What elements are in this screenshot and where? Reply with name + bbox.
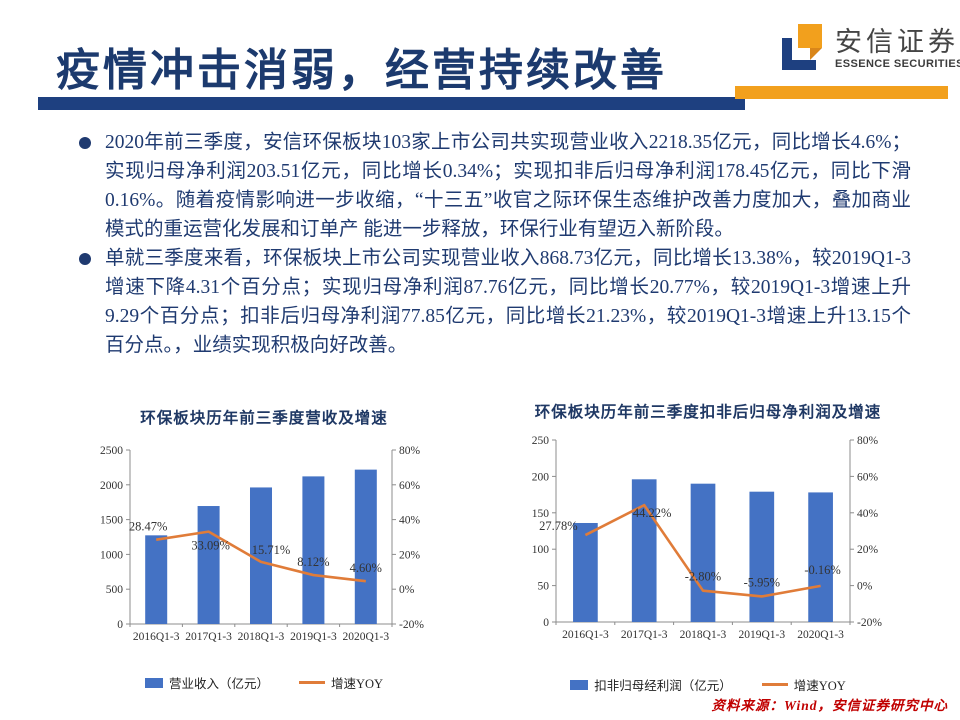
legend-line-label: 增速YOY (330, 677, 384, 691)
svg-text:8.12%: 8.12% (297, 555, 329, 569)
source-note: 资料来源：Wind，安信证券研究中心 (711, 698, 948, 713)
svg-text:2017Q1-3: 2017Q1-3 (621, 629, 668, 641)
legend-bar-item: 营业收入（亿元） (144, 673, 269, 692)
legend-line-label: 增速YOY (793, 679, 846, 693)
svg-text:40%: 40% (857, 508, 879, 520)
svg-text:60%: 60% (857, 471, 879, 483)
logo-cn-text: 安信证券 (835, 26, 959, 57)
svg-text:4.60%: 4.60% (350, 561, 382, 575)
svg-text:2016Q1-3: 2016Q1-3 (562, 629, 609, 641)
svg-text:-0.16%: -0.16% (804, 563, 840, 577)
svg-text:2019Q1-3: 2019Q1-3 (290, 631, 337, 643)
svg-text:2018Q1-3: 2018Q1-3 (680, 629, 727, 641)
bullet-list: 2020年前三季度，安信环保板块103家上市公司共实现营业收入2218.35亿元… (79, 128, 911, 360)
svg-text:200: 200 (532, 471, 550, 483)
legend-line-swatch (761, 683, 788, 686)
svg-text:28.47%: 28.47% (129, 520, 168, 534)
svg-text:0: 0 (543, 617, 549, 629)
svg-text:40%: 40% (399, 515, 421, 527)
bullet-item: 单就三季度来看，环保板块上市公司实现营业收入868.73亿元，同比增长13.38… (79, 244, 911, 360)
svg-text:2019Q1-3: 2019Q1-3 (738, 629, 785, 641)
svg-text:80%: 80% (399, 445, 421, 457)
svg-text:-20%: -20% (857, 617, 882, 629)
svg-text:-5.95%: -5.95% (744, 575, 780, 589)
svg-text:250: 250 (532, 435, 550, 447)
svg-text:2016Q1-3: 2016Q1-3 (133, 631, 180, 643)
chart-canvas: 0 50 100 150 200 250 -20% 0% 20% 40% 60% 80% 2016Q1-… (532, 435, 883, 641)
svg-text:2020Q1-3: 2020Q1-3 (797, 629, 844, 641)
svg-text:15.71%: 15.71% (252, 543, 291, 557)
svg-text:2018Q1-3: 2018Q1-3 (238, 631, 285, 643)
chart-title: 环保板块历年前三季度扣非后归母净利润及增速 (534, 404, 882, 421)
chart-legend: 扣非归母经利润（亿元） 增速YOY (508, 675, 908, 694)
legend-line-item: 增速YOY (761, 675, 846, 694)
svg-text:150: 150 (532, 508, 550, 520)
legend-bar-item: 扣非归母经利润（亿元） (570, 675, 732, 694)
title-underline-bar (38, 97, 745, 110)
svg-text:1000: 1000 (100, 549, 123, 561)
logo-en-text: ESSENCE SECURITIES (835, 57, 960, 70)
svg-text:0%: 0% (857, 581, 873, 593)
bullet-item: 2020年前三季度，安信环保板块103家上市公司共实现营业收入2218.35亿元… (79, 128, 911, 244)
logo: 安信证券 ESSENCE SECURITIES (776, 22, 960, 76)
revenue-chart: 环保板块历年前三季度营收及增速 0 500 1000 1500 2000 2500 -20%… (84, 406, 444, 692)
svg-text:20%: 20% (857, 544, 879, 556)
bullet-dot-icon (79, 137, 91, 149)
svg-text:-20%: -20% (399, 619, 424, 631)
legend-bar-swatch (144, 677, 163, 688)
svg-text:-2.80%: -2.80% (685, 570, 721, 584)
chart-legend: 营业收入（亿元） 增速YOY (84, 673, 444, 692)
legend-bar-swatch (570, 679, 589, 690)
svg-text:2020Q1-3: 2020Q1-3 (342, 631, 389, 643)
logo-mark-icon (782, 24, 822, 70)
legend-line-item: 增速YOY (298, 673, 384, 692)
bullet-dot-icon (79, 253, 91, 265)
legend-bar-label: 扣非归母经利润（亿元） (594, 679, 732, 693)
svg-text:27.78%: 27.78% (539, 519, 578, 533)
svg-text:2017Q1-3: 2017Q1-3 (185, 631, 232, 643)
svg-text:0: 0 (117, 619, 123, 631)
svg-text:60%: 60% (399, 480, 421, 492)
logo-underline-bar (735, 86, 948, 99)
svg-text:1500: 1500 (100, 515, 123, 527)
chart-title: 环保板块历年前三季度营收及增速 (140, 410, 388, 427)
legend-line-swatch (298, 681, 325, 684)
svg-text:500: 500 (106, 584, 124, 596)
page-title: 疫情冲击消弱，经营持续改善 (56, 46, 667, 95)
svg-text:80%: 80% (857, 435, 879, 447)
profit-chart: 环保板块历年前三季度扣非后归母净利润及增速 0 50 100 150 200 250 -20… (508, 400, 908, 694)
logo-text: 安信证券 ESSENCE SECURITIES (835, 26, 960, 71)
svg-text:44.22%: 44.22% (633, 506, 672, 520)
bullet-text: 单就三季度来看，环保板块上市公司实现营业收入868.73亿元，同比增长13.38… (105, 248, 911, 356)
svg-text:2000: 2000 (100, 480, 123, 492)
svg-text:50: 50 (538, 581, 550, 593)
bullet-text: 2020年前三季度，安信环保板块103家上市公司共实现营业收入2218.35亿元… (105, 132, 911, 240)
svg-text:100: 100 (532, 544, 550, 556)
legend-bar-label: 营业收入（亿元） (168, 677, 269, 691)
svg-text:20%: 20% (399, 549, 421, 561)
svg-text:0%: 0% (399, 584, 415, 596)
svg-text:2500: 2500 (100, 445, 123, 457)
svg-text:33.09%: 33.09% (191, 539, 230, 553)
chart-canvas: 0 500 1000 1500 2000 2500 -20% 0% 20% 40% 60% 80% 20… (100, 445, 424, 643)
